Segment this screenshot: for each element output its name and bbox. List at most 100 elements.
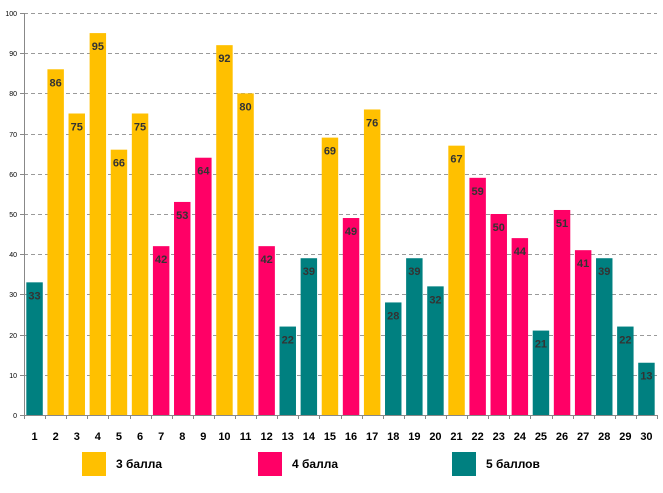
bar — [152, 246, 170, 415]
bar-value-label: 41 — [577, 258, 589, 270]
legend-label-3: 3 балла — [116, 457, 163, 471]
x-tick-label: 4 — [95, 431, 102, 443]
bar-value-label: 39 — [303, 266, 315, 278]
bar-value-label: 42 — [261, 254, 273, 266]
bar-value-label: 75 — [134, 122, 146, 134]
bar — [342, 218, 360, 415]
bar — [258, 246, 275, 415]
bar — [363, 109, 381, 415]
bar-value-label: 51 — [556, 218, 568, 230]
x-tick-label: 11 — [240, 431, 252, 443]
bar — [195, 157, 212, 415]
bar — [300, 258, 318, 415]
x-tick-label: 10 — [218, 431, 230, 443]
x-tick-label: 3 — [74, 431, 80, 443]
bar-value-label: 76 — [366, 117, 378, 129]
bar — [427, 286, 444, 415]
bar — [89, 33, 107, 415]
bar — [574, 250, 592, 415]
bar-value-label: 80 — [239, 101, 251, 113]
bar — [47, 69, 64, 415]
bar-value-label: 66 — [113, 158, 125, 170]
bar — [617, 326, 634, 415]
x-tick-label: 25 — [535, 431, 547, 443]
x-tick-label: 29 — [619, 431, 631, 443]
bar-value-label: 67 — [450, 154, 462, 166]
legend-swatch-5 — [452, 452, 476, 476]
x-axis-ticks: 1 2 3 4 5 6 7 8 9 10 11 12 13 14 15 16 17 18 19 20 21 22 23 24 2… — [24, 415, 658, 443]
y-tick-label: 0 — [13, 413, 17, 420]
x-tick-label: 27 — [577, 431, 589, 443]
bar-value-label: 22 — [282, 335, 294, 347]
bar-value-label: 42 — [155, 254, 167, 266]
bar-value-label: 33 — [28, 290, 40, 302]
bar-value-label: 39 — [408, 266, 420, 278]
x-tick-label: 16 — [345, 431, 357, 443]
x-tick-label: 28 — [598, 431, 610, 443]
y-tick-label: 90 — [9, 51, 17, 58]
y-axis-ticks: 0 10 20 30 40 50 60 70 80 90 100 — [5, 11, 24, 420]
bar-value-label: 59 — [472, 186, 484, 198]
y-tick-label: 40 — [9, 252, 17, 259]
bar — [174, 201, 191, 415]
bar — [321, 137, 339, 415]
legend-item-3: 3 балла — [82, 451, 162, 477]
bar-value-label: 53 — [176, 210, 188, 222]
bar-value-label: 50 — [493, 222, 505, 234]
x-tick-label: 23 — [493, 431, 505, 443]
bar — [638, 362, 655, 415]
legend-swatch-4 — [258, 452, 282, 476]
legend-item-4: 4 балла — [258, 451, 338, 477]
bar — [511, 238, 529, 415]
bar-value-label: 32 — [429, 294, 441, 306]
bar-value-label: 39 — [598, 266, 610, 278]
x-tick-label: 24 — [514, 431, 527, 443]
x-tick-label: 19 — [408, 431, 420, 443]
bar — [110, 149, 128, 415]
bar-value-label: 22 — [619, 335, 631, 347]
bar-value-label: 64 — [197, 166, 210, 178]
x-tick-label: 5 — [116, 431, 122, 443]
bar-value-label: 28 — [387, 310, 399, 322]
bar-value-label: 92 — [218, 53, 230, 65]
bar — [596, 258, 613, 415]
y-tick-label: 20 — [9, 333, 17, 340]
x-tick-label: 20 — [429, 431, 441, 443]
x-tick-label: 14 — [303, 431, 316, 443]
y-tick-label: 30 — [9, 292, 17, 299]
bar — [131, 113, 149, 415]
bar — [216, 45, 233, 415]
bar-value-label: 95 — [92, 41, 104, 53]
legend-label-4: 4 балла — [292, 457, 339, 471]
bar — [406, 258, 423, 415]
bar — [553, 209, 571, 415]
bar — [532, 330, 550, 415]
x-tick-label: 9 — [200, 431, 206, 443]
x-tick-label: 8 — [179, 431, 185, 443]
bar — [279, 326, 296, 415]
x-tick-label: 13 — [282, 431, 294, 443]
bar — [385, 302, 402, 415]
bars — [26, 33, 655, 416]
bar — [469, 177, 486, 415]
x-tick-label: 22 — [472, 431, 484, 443]
bar-value-label: 86 — [50, 77, 62, 89]
x-tick-label: 2 — [53, 431, 59, 443]
legend-swatch-3 — [82, 452, 106, 476]
y-tick-label: 60 — [9, 172, 17, 179]
bar — [448, 145, 465, 415]
x-tick-label: 7 — [158, 431, 164, 443]
bar-value-label: 21 — [535, 339, 547, 351]
bar-value-label: 49 — [345, 226, 357, 238]
x-tick-label: 26 — [556, 431, 568, 443]
bar-value-label: 44 — [514, 246, 527, 258]
x-tick-label: 15 — [324, 431, 336, 443]
bar — [237, 93, 254, 416]
x-tick-label: 30 — [640, 431, 652, 443]
x-tick-label: 21 — [450, 431, 462, 443]
bar — [490, 214, 507, 415]
y-tick-label: 70 — [9, 132, 17, 139]
bar — [26, 282, 43, 415]
x-tick-label: 1 — [31, 431, 37, 443]
